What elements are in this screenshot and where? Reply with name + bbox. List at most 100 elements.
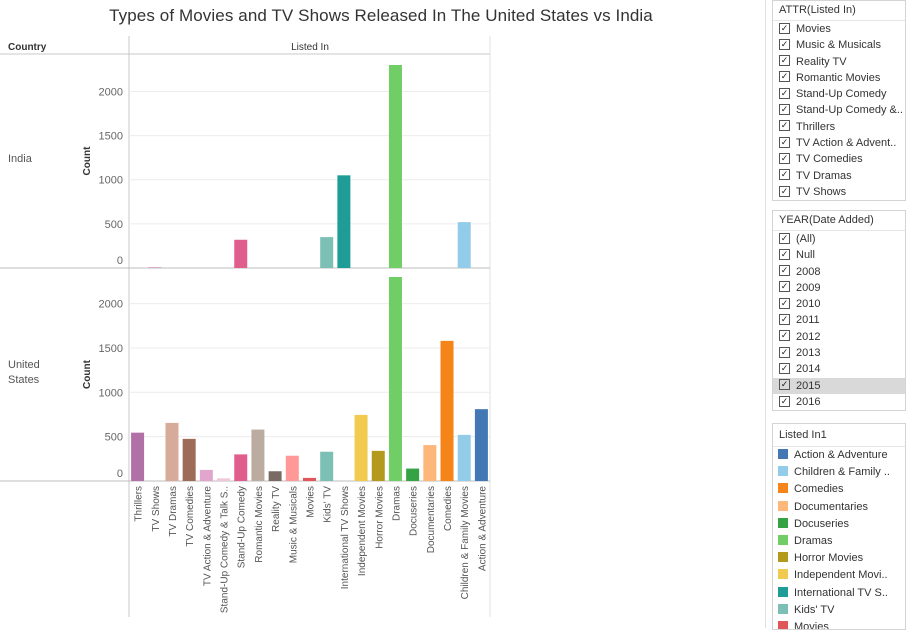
- y-tick-label: 1000: [99, 175, 123, 187]
- x-tick-label: Docuseries: [409, 486, 420, 536]
- x-tick-label: TV Shows: [151, 486, 162, 532]
- legend-item[interactable]: International TV S..: [773, 585, 905, 602]
- year-filter-label: 2013: [796, 347, 821, 360]
- checkbox[interactable]: ✓: [779, 314, 790, 326]
- legend-item[interactable]: Independent Movi..: [773, 567, 905, 584]
- bar-united-states-18: [440, 340, 454, 481]
- attr-filter-item[interactable]: ✓ TV Action & Advent..: [773, 135, 905, 151]
- legend-swatch: [778, 517, 788, 528]
- legend-label: Dramas: [794, 534, 833, 547]
- attr-filter-item[interactable]: ✓ Movies: [773, 21, 905, 37]
- bar-united-states-9: [285, 455, 299, 481]
- attr-filter-item[interactable]: ✓ Music & Musicals: [773, 37, 905, 53]
- checkbox[interactable]: ✓: [779, 281, 790, 293]
- checkbox[interactable]: ✓: [779, 22, 790, 34]
- checkbox[interactable]: ✓: [779, 55, 790, 67]
- year-filter-item[interactable]: ✓ 2009: [773, 280, 905, 296]
- year-filter-label: Null: [796, 249, 815, 262]
- checkbox[interactable]: ✓: [779, 152, 790, 164]
- year-filter-item[interactable]: ✓ 2010: [773, 296, 905, 312]
- year-filter-item[interactable]: ✓ 2014: [773, 361, 905, 377]
- year-filter-item[interactable]: ✓ 2012: [773, 329, 905, 345]
- row-label: States: [8, 374, 40, 386]
- legend-swatch: [778, 603, 788, 614]
- x-tick-label: Comedies: [443, 486, 454, 531]
- bar-united-states-6: [234, 454, 248, 481]
- legend-item[interactable]: Action & Adventure: [773, 447, 905, 464]
- legend-item[interactable]: Movies: [773, 619, 905, 629]
- checkbox[interactable]: ✓: [779, 297, 790, 309]
- checkbox[interactable]: ✓: [779, 185, 790, 197]
- row-label: India: [8, 153, 33, 165]
- checkbox[interactable]: ✓: [779, 362, 790, 374]
- legend-item[interactable]: Horror Movies: [773, 550, 905, 567]
- legend-item[interactable]: Comedies: [773, 481, 905, 498]
- checkbox[interactable]: ✓: [779, 38, 790, 50]
- year-filter-item[interactable]: ✓ 2008: [773, 264, 905, 280]
- legend-item[interactable]: Children & Family ..: [773, 464, 905, 481]
- checkbox[interactable]: ✓: [779, 330, 790, 342]
- legend-label: Kids' TV: [794, 603, 835, 616]
- y-tick-label: 0: [117, 255, 123, 267]
- year-filter-item[interactable]: ✓ 2011: [773, 312, 905, 328]
- bar-india-19: [457, 222, 471, 268]
- year-filter-item[interactable]: ✓ 2013: [773, 345, 905, 361]
- checkbox[interactable]: ✓: [779, 248, 790, 260]
- legend-item[interactable]: Kids' TV: [773, 602, 905, 619]
- legend-label: Action & Adventure: [794, 449, 888, 461]
- bar-united-states-8: [268, 471, 282, 481]
- checkbox[interactable]: ✓: [779, 232, 790, 244]
- legend-swatch: [778, 535, 788, 546]
- year-filter-panel: YEAR(Date Added) ✓ (All) ✓ Null ✓ 2008 ✓ 2009 ✓ 2…: [772, 210, 906, 412]
- attr-filter-item[interactable]: ✓ TV Shows: [773, 184, 905, 200]
- checkbox[interactable]: ✓: [779, 104, 790, 116]
- bar-chart: Country Listed In 0 500 1000 1500 2000 Count Ind…: [0, 36, 491, 617]
- attr-filter-title: ATTR(Listed In): [773, 1, 905, 21]
- bar-united-states-14: [371, 450, 385, 481]
- attr-filter-item[interactable]: ✓ Stand-Up Comedy &..: [773, 102, 905, 118]
- bar-united-states-15: [388, 277, 402, 481]
- checkbox[interactable]: ✓: [779, 169, 790, 181]
- year-filter-label: 2010: [796, 298, 821, 311]
- attr-filter-item[interactable]: ✓ Stand-Up Comedy: [773, 86, 905, 102]
- panel-divider: [765, 0, 766, 628]
- legend-swatch: [778, 500, 788, 511]
- legend-item[interactable]: Dramas: [773, 533, 905, 550]
- checkbox[interactable]: ✓: [779, 395, 790, 407]
- year-filter-item[interactable]: ✓ (All): [773, 231, 905, 247]
- legend-item[interactable]: Documentaries: [773, 499, 905, 516]
- year-filter-item[interactable]: ✓ 2015: [773, 377, 905, 394]
- attr-filter-item[interactable]: ✓ Thrillers: [773, 119, 905, 135]
- year-filter-item[interactable]: ✓ 2016: [773, 394, 905, 410]
- checkbox[interactable]: ✓: [779, 120, 790, 132]
- attr-filter-item[interactable]: ✓ Reality TV: [773, 54, 905, 70]
- column-header-listed-in: Listed In: [291, 42, 329, 53]
- x-tick-label: Reality TV: [271, 486, 282, 532]
- bar-united-states-2: [165, 422, 179, 481]
- y-tick-label: 1500: [99, 343, 123, 355]
- checkbox[interactable]: ✓: [779, 379, 790, 391]
- checkbox[interactable]: ✓: [779, 71, 790, 83]
- legend-item[interactable]: Docuseries: [773, 516, 905, 533]
- attr-filter-item[interactable]: ✓ TV Comedies: [773, 151, 905, 167]
- legend-swatch: [778, 552, 788, 563]
- year-filter-item[interactable]: ✓ Null: [773, 247, 905, 263]
- year-filter-title: YEAR(Date Added): [773, 211, 905, 231]
- checkbox[interactable]: ✓: [779, 87, 790, 99]
- x-tick-label: Thrillers: [134, 486, 145, 522]
- checkbox[interactable]: ✓: [779, 265, 790, 277]
- checkbox[interactable]: ✓: [779, 136, 790, 148]
- year-filter-label: 2015: [796, 379, 821, 392]
- x-tick-label: Horror Movies: [374, 486, 385, 549]
- bar-united-states-17: [423, 445, 437, 481]
- y-axis-label: Count: [82, 146, 93, 176]
- x-tick-label: Stand-Up Comedy: [237, 486, 248, 568]
- bar-united-states-7: [251, 429, 265, 481]
- x-tick-label: Kids' TV: [323, 486, 334, 523]
- attr-filter-item[interactable]: ✓ TV Dramas: [773, 168, 905, 184]
- y-tick-label: 2000: [99, 86, 123, 98]
- attr-filter-panel: ATTR(Listed In) ✓ Movies ✓ Music & Musicals…: [772, 0, 906, 202]
- attr-filter-item[interactable]: ✓ Romantic Movies: [773, 70, 905, 86]
- legend-label: Children & Family ..: [794, 466, 890, 479]
- checkbox[interactable]: ✓: [779, 346, 790, 358]
